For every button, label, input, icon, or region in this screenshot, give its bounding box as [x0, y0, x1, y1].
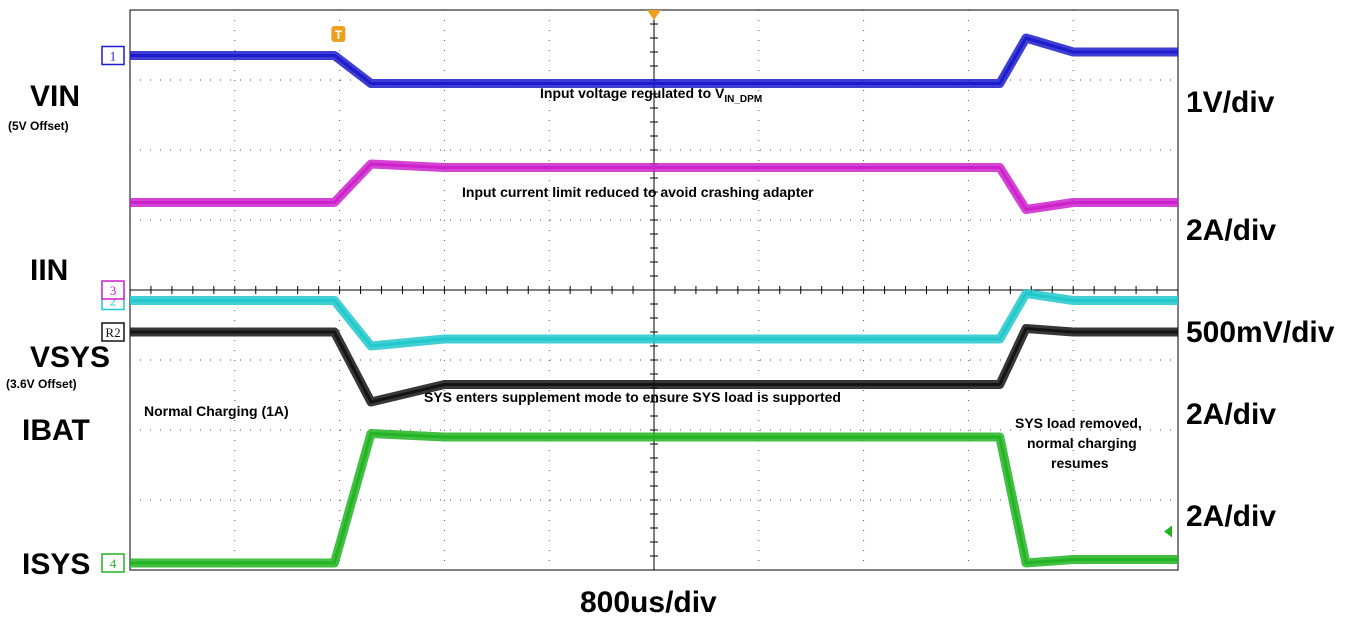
marker-text-ibat: R2 — [105, 325, 120, 340]
trace-core-vin — [130, 36, 1178, 85]
trace-core-vsys — [130, 292, 1178, 348]
annotation-vin: Input voltage regulated to VIN_DPM — [540, 85, 762, 105]
scale-vin: 1V/div — [1186, 86, 1275, 119]
label-vsys: VSYS — [30, 341, 110, 374]
annotation-iin: Input current limit reduced to avoid cra… — [462, 184, 814, 200]
marker-box-isys — [101, 553, 125, 573]
annotation-load-removed-1: SYS load removed, — [1015, 415, 1142, 431]
trigger-text: T — [335, 28, 343, 42]
scale-vsys: 500mV/div — [1186, 316, 1335, 349]
x-axis-scale: 800us/div — [580, 586, 717, 619]
scale-ibat: 2A/div — [1186, 398, 1276, 431]
marker-text-isys: 4 — [110, 556, 117, 571]
graticule — [129, 9, 1179, 571]
marker-text-vin: 1 — [110, 49, 117, 64]
note-vin: (5V Offset) — [8, 119, 69, 133]
label-ibat: IBAT — [22, 414, 90, 447]
label-isys: ISYS — [22, 548, 90, 581]
channel-markers: 1 2 R2 4 3 T — [101, 10, 1172, 573]
marker-vin: 1 — [101, 45, 125, 66]
annotation-supplement: SYS enters supplement mode to ensure SYS… — [424, 389, 841, 405]
trace-core-iin — [130, 162, 1178, 211]
trigger-marker: T — [331, 26, 346, 42]
annotation-load-removed-3: resumes — [1051, 455, 1109, 471]
marker-ibat: R2 — [101, 322, 125, 342]
note-vsys: (3.6V Offset) — [6, 377, 77, 391]
label-iin: IIN — [30, 254, 68, 287]
trace-core-isys — [130, 432, 1178, 565]
trace-core-ibat — [130, 327, 1178, 404]
marker-box-ch3 — [101, 280, 125, 300]
scale-iin: 2A/div — [1186, 214, 1276, 247]
trigger-position-icon — [647, 10, 661, 20]
label-vin: VIN — [30, 80, 80, 113]
annotation-normal-charging: Normal Charging (1A) — [144, 403, 289, 419]
marker-box-ibat — [101, 322, 125, 342]
trigger-box — [331, 26, 346, 42]
marker-box-vin — [101, 45, 125, 66]
ch4-offset-arrow-icon — [1164, 525, 1172, 538]
scale-isys: 2A/div — [1186, 500, 1276, 533]
marker-isys: 4 — [101, 553, 125, 573]
marker-text-vsys: 2 — [110, 294, 117, 309]
marker-text-ch3: 3 — [110, 283, 117, 298]
annotation-load-removed-2: normal charging — [1027, 435, 1137, 451]
traces — [130, 33, 1178, 568]
marker-ch3: 3 — [101, 280, 125, 300]
